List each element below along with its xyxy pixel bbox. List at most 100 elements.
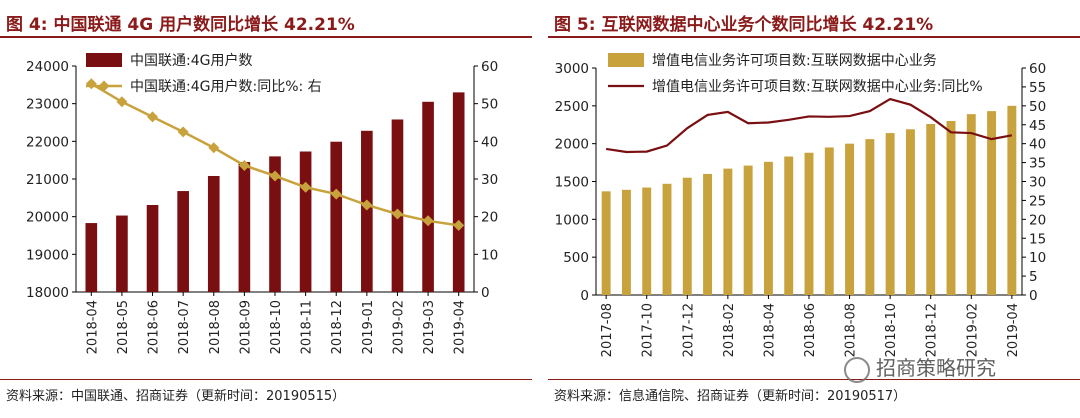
y-right-tick-label: 50 <box>481 97 498 113</box>
line-point <box>330 188 342 200</box>
x-tick-label: 2017-08 <box>600 303 615 357</box>
bar <box>824 147 834 295</box>
y-right-tick-label: 10 <box>1029 250 1046 266</box>
bar <box>330 141 343 292</box>
y-right-tick-label: 15 <box>1029 231 1046 247</box>
line-point <box>116 96 128 108</box>
x-tick-label: 2017-12 <box>681 303 696 357</box>
chart-panel-idc-licenses: 图 5: 互联网数据中心业务个数同比增长 42.21% 0 500 1000 1500… <box>548 0 1080 418</box>
legend-label-line: 增值电信业务许可项目数:互联网数据中心业务:同比% <box>652 79 983 95</box>
line-point <box>300 181 312 193</box>
chart-title: 图 5: 互联网数据中心业务个数同比增长 42.21% <box>554 15 934 35</box>
y-left-tick-label: 22000 <box>26 134 69 150</box>
bar <box>177 191 189 292</box>
series-line <box>605 97 1013 154</box>
bar <box>804 152 814 295</box>
legend-label-bar: 增值电信业务许可项目数:互联网数据中心业务 <box>652 53 937 69</box>
y-left-tick-label: 3000 <box>555 61 589 77</box>
y-right-tick-label: 5 <box>1029 269 1038 285</box>
x-tick-label: 2019-03 <box>422 300 437 354</box>
x-tick-label: 2019-02 <box>391 300 406 354</box>
bar <box>601 191 611 295</box>
x-tick-label: 2018-05 <box>116 300 131 354</box>
bar <box>905 129 915 295</box>
bar <box>422 101 434 293</box>
line-point <box>269 170 281 182</box>
line-point <box>238 159 250 171</box>
legend-label-bar: 中国联通:4G用户数 <box>130 52 252 69</box>
y-left-tick-label: 19000 <box>26 247 69 263</box>
legend-marker-line <box>98 80 110 92</box>
y-right-tick-label: 40 <box>1029 137 1046 153</box>
line-point <box>208 142 220 154</box>
line-point <box>85 78 97 90</box>
title-divider <box>0 36 532 38</box>
chart-source: 资料来源：信息通信院、招商证券（更新时间：20190517） <box>554 389 907 404</box>
wechat-icon <box>844 356 870 383</box>
x-tick-label: 2018-08 <box>208 300 223 354</box>
x-tick-label: 2019-04 <box>453 300 468 354</box>
x-tick-label: 2018-09 <box>238 300 253 354</box>
bar <box>946 120 956 295</box>
x-tick-label: 2019-04 <box>1006 303 1021 357</box>
bar <box>642 187 652 295</box>
y-right-tick-label: 10 <box>481 247 498 263</box>
bar <box>703 173 713 295</box>
line-point <box>177 126 189 138</box>
source-divider <box>0 379 532 380</box>
bar <box>269 156 281 292</box>
bar <box>743 165 753 295</box>
x-tick-label: 2018-06 <box>803 303 818 357</box>
y-left-tick-label: 23000 <box>26 97 69 113</box>
x-tick-label: 2018-08 <box>844 303 859 357</box>
legend-swatch-bar <box>608 53 644 67</box>
watermark-text: 招商策略研究 <box>876 356 996 380</box>
x-tick-label: 2018-06 <box>147 300 162 354</box>
x-tick-label: 2018-04 <box>85 300 100 354</box>
bar <box>763 161 773 295</box>
x-tick-label: 2018-10 <box>884 303 899 357</box>
source-divider <box>548 379 1080 380</box>
legend-swatch-bar <box>86 53 122 67</box>
line-point <box>147 111 159 123</box>
bar <box>391 119 404 292</box>
line-point <box>391 208 403 220</box>
x-tick-label: 2019-01 <box>361 300 376 354</box>
x-tick-label: 2018-12 <box>330 300 345 354</box>
y-left-tick-label: 1000 <box>555 212 589 228</box>
x-tick-label: 2018-12 <box>925 303 940 357</box>
y-right-tick-label: 0 <box>481 285 490 301</box>
x-tick-label: 2018-11 <box>300 300 315 354</box>
y-right-tick-label: 20 <box>1029 212 1046 228</box>
x-tick-label: 2018-07 <box>177 300 192 354</box>
y-left-tick-label: 18000 <box>26 285 69 301</box>
bar <box>662 183 672 295</box>
chart-idc-licenses: 0 500 1000 1500 2000 2500 3000 0 5 10 15 20 25 30 35 40… <box>555 53 1046 357</box>
bar <box>966 114 976 295</box>
bar <box>116 215 128 292</box>
y-left-tick-label: 2500 <box>555 99 589 115</box>
y-left-tick-label: 20000 <box>26 210 69 226</box>
x-tick-label: 2018-02 <box>722 303 737 357</box>
y-right-tick-label: 30 <box>1029 175 1046 191</box>
y-right-tick-label: 30 <box>481 172 498 188</box>
bar <box>207 175 220 292</box>
bar <box>987 111 997 295</box>
x-tick-label: 2018-10 <box>269 300 284 354</box>
y-right-tick-label: 55 <box>1029 80 1046 96</box>
y-right-tick-label: 20 <box>481 210 498 226</box>
chart-title: 图 4: 中国联通 4G 用户数同比增长 42.21% <box>6 15 355 35</box>
y-left-tick-label: 1500 <box>555 175 589 191</box>
bar <box>723 168 733 295</box>
y-left-tick-label: 24000 <box>26 59 69 75</box>
chart-4g-users: 18000 19000 20000 21000 22000 23000 24000 0 10 20… <box>26 52 498 354</box>
x-tick-label: 2017-10 <box>641 303 656 357</box>
line-point <box>422 215 434 227</box>
y-right-tick-label: 50 <box>1029 99 1046 115</box>
legend-label-line: 中国联通:4G用户数:同比%: 右 <box>130 78 322 95</box>
line-point <box>361 199 373 211</box>
bar <box>865 139 875 295</box>
bar <box>452 92 465 292</box>
line-point <box>453 219 465 231</box>
bar <box>845 143 855 295</box>
